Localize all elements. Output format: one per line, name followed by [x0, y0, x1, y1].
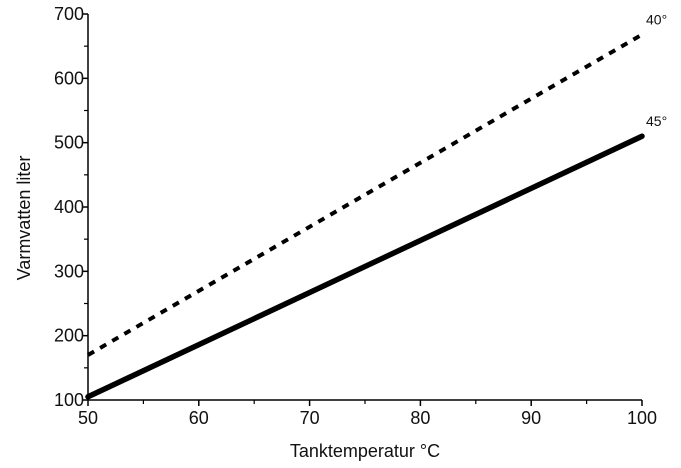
series-line-1	[86, 32, 644, 357]
y-tick-label: 700	[54, 4, 84, 24]
x-ticks: 50 60 70 80 90 100	[78, 400, 657, 428]
y-ticks: 100 200 300 400 500 600 700	[54, 4, 88, 410]
x-tick-label: 80	[410, 408, 430, 428]
x-tick-label: 100	[627, 408, 657, 428]
x-tick-label: 60	[189, 408, 209, 428]
y-tick-label: 500	[54, 133, 84, 153]
axes	[87, 14, 642, 401]
y-axis-label: Varmvatten liter	[14, 156, 34, 281]
y-tick-label: 400	[54, 197, 84, 217]
x-axis-label: Tanktemperatur °C	[290, 441, 440, 461]
series-lines	[85, 32, 645, 400]
y-tick-label: 100	[54, 390, 84, 410]
series-labels: 40° 45°	[646, 12, 667, 130]
y-tick-label: 300	[54, 261, 84, 281]
x-tick-label: 70	[300, 408, 320, 428]
y-tick-label: 200	[54, 326, 84, 346]
series-label-1: 40°	[646, 12, 667, 28]
series-line-2	[85, 133, 645, 400]
x-tick-label: 90	[521, 408, 541, 428]
y-tick-label: 600	[54, 68, 84, 88]
series-label-2: 45°	[646, 113, 667, 129]
x-tick-label: 50	[78, 408, 98, 428]
